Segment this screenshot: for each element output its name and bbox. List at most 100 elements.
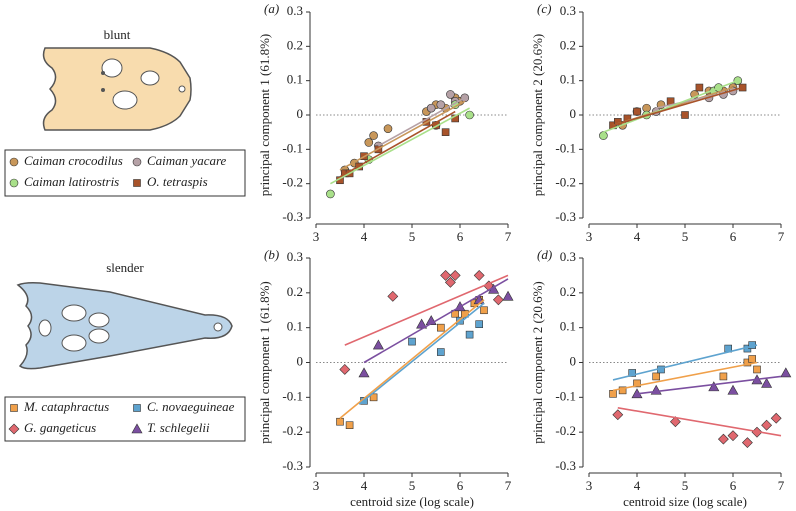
- y-tick-label: 0.2: [560, 37, 576, 52]
- y-tick-label: 0.3: [287, 249, 303, 264]
- point: [444, 276, 456, 288]
- skull-label: blunt: [104, 27, 131, 42]
- point: [761, 377, 773, 388]
- panel-label: (b): [264, 247, 279, 262]
- point: [465, 330, 474, 339]
- y-tick-label: -0.3: [555, 209, 576, 224]
- legend-marker: [131, 423, 143, 434]
- slender-skull: [16, 282, 233, 370]
- point: [780, 367, 792, 378]
- trend-line: [339, 299, 485, 419]
- trend-line: [612, 344, 758, 381]
- x-tick-label: 3: [313, 478, 320, 493]
- point: [358, 367, 370, 378]
- legend-marker: [133, 404, 141, 412]
- y-tick-label: 0.2: [287, 37, 303, 52]
- point: [446, 90, 455, 99]
- legend-label: C. novaeguineae: [147, 399, 235, 414]
- x-tick-label: 5: [409, 229, 416, 244]
- point: [383, 124, 393, 134]
- legend-label: O. tetraspis: [147, 174, 208, 189]
- point: [436, 323, 445, 332]
- x-tick-label: 6: [457, 229, 464, 244]
- legend-marker: [10, 404, 18, 412]
- x-tick-label: 3: [313, 229, 320, 244]
- y-tick-label: -0.3: [282, 209, 303, 224]
- y-tick-label: -0.2: [282, 423, 303, 438]
- point: [339, 364, 351, 375]
- legend-marker: [133, 179, 141, 187]
- point: [727, 384, 739, 395]
- x-tick-label: 7: [505, 229, 512, 244]
- point: [681, 111, 689, 119]
- trend-line: [358, 302, 485, 405]
- legend-box: [4, 149, 246, 197]
- point: [719, 372, 728, 381]
- point: [708, 381, 720, 392]
- blunt-skull: [42, 47, 192, 131]
- x-tick-label: 7: [505, 478, 512, 493]
- point: [369, 131, 378, 140]
- point: [336, 417, 344, 426]
- point: [408, 337, 416, 346]
- trend-line: [612, 86, 743, 127]
- point: [727, 430, 739, 442]
- point: [612, 409, 624, 421]
- y-tick-label: -0.1: [555, 388, 576, 403]
- y-tick-label: -0.2: [555, 423, 576, 438]
- point: [364, 138, 374, 147]
- trend-line: [339, 110, 456, 178]
- trend-line: [603, 79, 739, 133]
- x-tick-label: 7: [778, 229, 785, 244]
- y-tick-label: 0.1: [287, 319, 303, 334]
- x-axis-label: centroid size (log scale): [350, 494, 474, 509]
- trend-line: [330, 107, 470, 185]
- legend-label: Caiman yacare: [147, 153, 227, 168]
- point: [436, 348, 445, 356]
- point: [345, 421, 354, 430]
- point: [650, 384, 662, 395]
- point: [475, 320, 484, 328]
- trend-line: [612, 361, 758, 392]
- y-axis-label: principal component 2 (20.6%): [530, 34, 545, 196]
- legend-box: [4, 396, 246, 442]
- point: [599, 131, 608, 140]
- trend-line: [363, 278, 509, 364]
- y-tick-label: -0.2: [555, 175, 576, 190]
- legend-label: Caiman crocodilus: [24, 153, 123, 168]
- point: [618, 386, 627, 395]
- trend-line: [344, 274, 509, 346]
- point: [326, 189, 335, 199]
- legend-marker: [9, 178, 19, 188]
- y-tick-label: -0.3: [555, 458, 576, 473]
- point: [652, 372, 661, 381]
- y-tick-label: -0.1: [282, 140, 303, 155]
- point: [502, 290, 514, 301]
- point: [387, 290, 399, 302]
- y-tick-label: 0.1: [560, 72, 576, 87]
- point: [441, 128, 450, 136]
- y-tick-label: 0.2: [287, 284, 303, 299]
- y-axis-label: principal component 1 (61.8%): [257, 34, 272, 196]
- point: [753, 365, 761, 374]
- point: [492, 294, 504, 306]
- skull-label: slender: [106, 260, 144, 275]
- legend-marker: [8, 423, 20, 435]
- point: [465, 110, 474, 120]
- point: [449, 269, 461, 281]
- x-tick-label: 4: [634, 229, 641, 244]
- y-tick-label: -0.1: [282, 388, 303, 403]
- point: [436, 100, 446, 109]
- x-tick-label: 4: [361, 478, 368, 493]
- y-tick-label: 0.1: [287, 72, 303, 87]
- y-tick-label: 0.3: [560, 249, 576, 264]
- legend-label: M. cataphractus: [23, 399, 109, 414]
- x-tick-label: 3: [586, 478, 593, 493]
- point: [741, 437, 753, 449]
- y-tick-label: 0: [297, 106, 304, 121]
- y-tick-label: -0.3: [282, 458, 303, 473]
- x-tick-label: 6: [730, 229, 737, 244]
- panel-label: (d): [537, 247, 552, 262]
- panel-label: (a): [264, 1, 279, 16]
